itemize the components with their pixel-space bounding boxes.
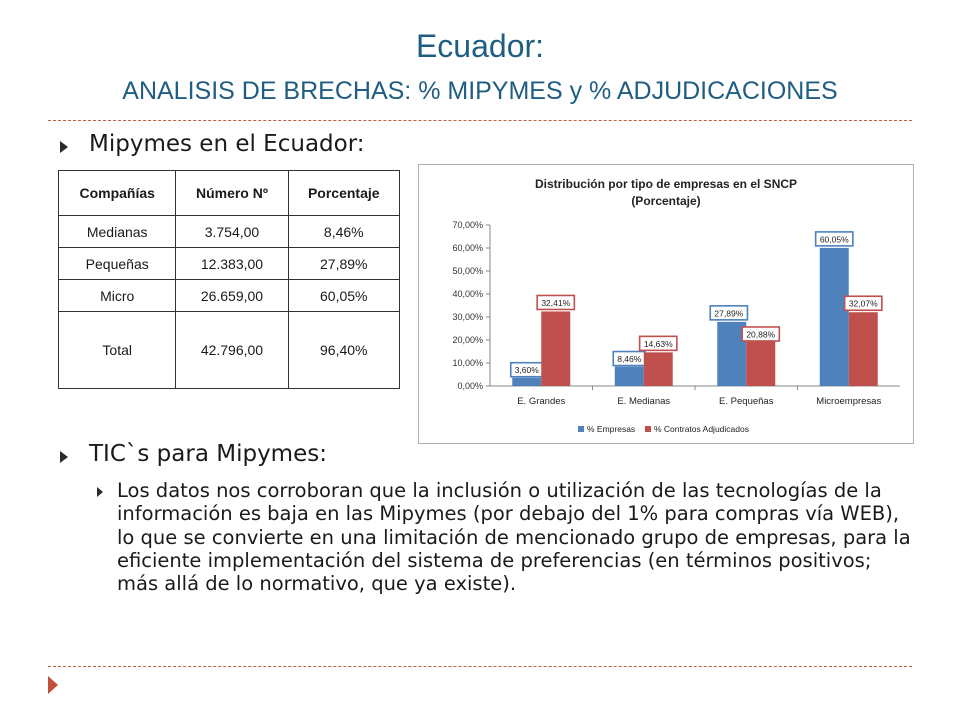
table-cell: Medianas — [57, 215, 177, 248]
bullet-arrow-icon — [60, 141, 68, 153]
data-label: 27,89% — [714, 308, 743, 318]
slide-subtitle: ANALISIS DE BRECHAS: % MIPYMES y % ADJUD… — [122, 77, 838, 105]
table-header-cell: Porcentaje — [287, 170, 401, 216]
table-cell: 3.754,00 — [175, 215, 289, 248]
distribution-bar-chart: Distribución por tipo de empresas en el … — [418, 164, 914, 444]
table-row: Micro 26.659,00 60,05% — [57, 279, 401, 312]
bar — [614, 366, 644, 386]
y-tick-label: 70,00% — [452, 220, 483, 230]
chart-subtitle: (Porcentaje) — [631, 194, 700, 208]
x-tick-label: E. Pequeñas — [719, 396, 774, 407]
x-tick-label: E. Medianas — [617, 396, 670, 407]
data-label-box — [709, 305, 749, 321]
table-cell: Micro — [57, 279, 177, 312]
y-tick-label: 20,00% — [452, 335, 483, 345]
sub-bullet-arrow-icon — [97, 487, 103, 497]
data-label: 20,88% — [746, 329, 775, 339]
table-cell: 60,05% — [287, 279, 401, 312]
slide-title: Ecuador: — [415, 28, 545, 64]
x-tick-label: Microempresas — [816, 396, 881, 407]
data-label: 32,41% — [541, 298, 570, 308]
y-tick-label: 60,00% — [452, 243, 483, 253]
data-label: 60,05% — [820, 234, 849, 244]
y-tick-label: 50,00% — [452, 266, 483, 276]
bottom-divider — [48, 666, 912, 667]
legend-entry: % Contratos Adjudicados — [654, 424, 749, 434]
data-label-box — [638, 335, 678, 352]
table-cell: Total — [57, 311, 177, 389]
legend-swatch — [578, 426, 584, 432]
corner-arrow-icon — [48, 676, 58, 694]
section2-body: Los datos nos corroboran que la inclusió… — [117, 479, 911, 596]
top-divider — [48, 120, 912, 121]
data-label: 14,63% — [644, 339, 673, 349]
table-row: Pequeñas 12.383,00 27,89% — [57, 247, 401, 280]
table-row: Medianas 3.754,00 8,46% — [57, 215, 401, 248]
data-label: 3,60% — [515, 365, 540, 375]
section1-heading: Mipymes en el Ecuador: — [89, 131, 365, 157]
bar — [512, 377, 542, 386]
table-row-total: Total 42.796,00 96,40% — [57, 311, 401, 389]
table-cell: 42.796,00 — [175, 311, 289, 389]
y-tick-label: 10,00% — [452, 358, 483, 368]
bullet-arrow-icon — [60, 451, 68, 463]
table-header-row: Compañías Número Nº Porcentaje — [57, 170, 401, 216]
data-label: 32,07% — [849, 299, 878, 309]
table-cell: 26.659,00 — [175, 279, 289, 312]
data-label: 8,46% — [617, 354, 642, 364]
table-cell: 12.383,00 — [175, 247, 289, 280]
y-tick-label: 30,00% — [452, 312, 483, 322]
table-header-cell: Compañías — [57, 170, 177, 216]
legend-entry: % Empresas — [587, 424, 635, 434]
bar — [541, 311, 571, 386]
bar — [746, 337, 776, 386]
table-cell: 27,89% — [287, 247, 401, 280]
table-cell: 8,46% — [287, 215, 401, 248]
data-label-box — [536, 294, 576, 311]
table-cell: Pequeñas — [57, 247, 177, 280]
section2-heading: TIC`s para Mipymes: — [89, 441, 327, 467]
mipymes-table: Compañías Número Nº Porcentaje Medianas … — [57, 170, 401, 389]
table-cell: 96,40% — [287, 311, 401, 389]
bar — [643, 352, 673, 386]
y-tick-label: 0,00% — [457, 381, 483, 391]
bar — [819, 247, 849, 386]
legend-swatch — [645, 426, 651, 432]
data-label-box — [814, 231, 854, 247]
bar — [848, 312, 878, 386]
x-tick-label: E. Grandes — [517, 396, 565, 407]
data-label-box — [843, 295, 883, 312]
chart-title: Distribución por tipo de empresas en el … — [535, 177, 797, 191]
table-header-cell: Número Nº — [175, 170, 289, 216]
data-label-box — [741, 326, 781, 342]
y-tick-label: 40,00% — [452, 289, 483, 299]
